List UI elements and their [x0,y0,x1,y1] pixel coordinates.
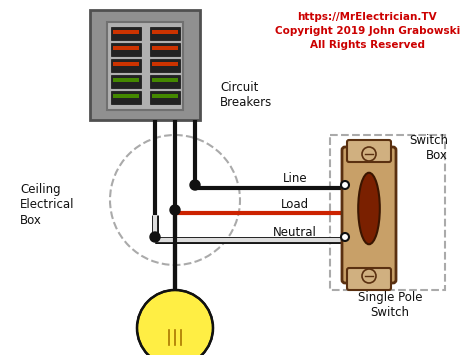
Circle shape [137,290,213,355]
Bar [330,135,445,290]
Text: Single Pole
Switch: Single Pole Switch [358,291,422,319]
FancyBboxPatch shape [113,30,139,34]
FancyBboxPatch shape [113,46,139,50]
FancyBboxPatch shape [111,91,141,104]
FancyBboxPatch shape [111,43,141,56]
Text: Circuit
Breakers: Circuit Breakers [220,81,272,109]
Ellipse shape [358,173,380,244]
Text: https://MrElectrician.TV
Copyright 2019 John Grabowski
All Rights Reserved: https://MrElectrician.TV Copyright 2019 … [275,12,460,50]
Text: Load: Load [281,198,309,212]
Circle shape [362,269,376,283]
FancyBboxPatch shape [150,75,180,88]
FancyBboxPatch shape [113,78,139,82]
FancyBboxPatch shape [113,94,139,98]
Text: Ceiling
Electrical
Box: Ceiling Electrical Box [20,184,74,226]
Text: Switch
Box: Switch Box [409,134,448,162]
FancyBboxPatch shape [152,30,178,34]
FancyBboxPatch shape [165,353,185,355]
Circle shape [170,205,180,215]
FancyBboxPatch shape [152,46,178,50]
Circle shape [341,181,349,189]
FancyBboxPatch shape [111,59,141,72]
Circle shape [190,180,200,190]
FancyBboxPatch shape [152,62,178,66]
FancyBboxPatch shape [152,94,178,98]
Circle shape [150,232,160,242]
FancyBboxPatch shape [150,27,180,40]
Text: Line: Line [283,171,307,185]
Text: Neutral: Neutral [273,225,317,239]
FancyBboxPatch shape [111,27,141,40]
FancyBboxPatch shape [347,268,391,290]
Circle shape [362,147,376,161]
FancyBboxPatch shape [150,43,180,56]
FancyBboxPatch shape [347,140,391,162]
FancyBboxPatch shape [150,91,180,104]
FancyBboxPatch shape [111,75,141,88]
FancyBboxPatch shape [107,22,183,110]
FancyBboxPatch shape [152,78,178,82]
Circle shape [341,233,349,241]
FancyBboxPatch shape [90,10,200,120]
FancyBboxPatch shape [150,59,180,72]
FancyBboxPatch shape [113,62,139,66]
FancyBboxPatch shape [342,147,396,283]
